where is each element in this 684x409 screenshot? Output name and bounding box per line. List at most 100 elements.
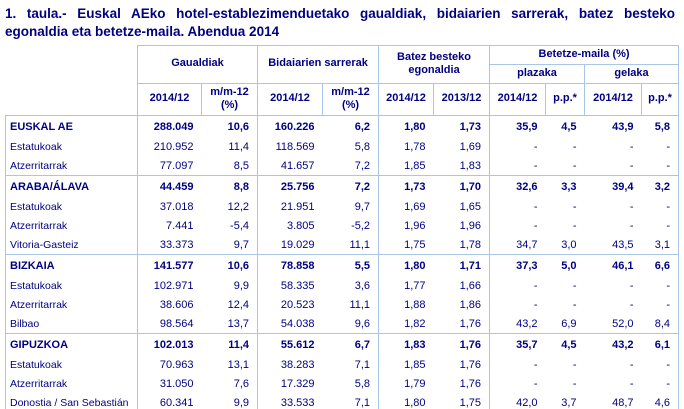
row-label: Estatukoak [5,197,138,217]
row-label: Atzerritarrak [5,374,138,394]
row-label: Donostia / San Sebastián [5,393,138,409]
cell-value: 13,1 [201,355,259,375]
cell-value: 7,1 [322,355,380,375]
cell-value: 1,78 [433,235,491,255]
cell-value: 48,7 [584,393,642,409]
col-header-plazaka-2014-12: 2014/12 [489,82,547,117]
cell-value: 7,2 [322,156,380,176]
cell-value: 1,86 [433,295,491,315]
cell-value: 39,4 [584,175,642,198]
table-row: Atzerritarrak 7.441 -5,4 3.805 -5,2 1,96 1,96 -… [5,216,680,236]
cell-value: 55.612 [257,333,323,356]
cell-value: - [533,220,538,233]
col-header-plazaka-pp: p.p.* [545,82,586,117]
cell-value: 35,7 [489,333,546,356]
cell-value: - [629,159,634,172]
cell-value: 3,6 [322,276,380,296]
cell-value: 3,0 [561,238,577,251]
cell-value: 19.029 [280,238,315,251]
cell-value: - [641,355,680,375]
cell-value: 44.459 [137,175,202,198]
page-title: 1. taula.- Euskal AEko hotel-establezime… [5,6,675,39]
cell-value: 1,85 [404,159,426,172]
cell-value: 17.329 [280,378,315,391]
header-group-row: Gaualdiak Bidaiarien sarrerak Batez best… [5,45,680,116]
cell-value: 34,7 [516,238,538,251]
cell-value: 35,9 [489,115,546,138]
cell-value: 1,83 [378,333,434,356]
cell-value: 210.952 [153,141,194,154]
cell-value: 98.564 [159,317,194,330]
cell-value: 11,4 [201,137,259,157]
col-header-sarrerak-2014-12: 2014/12 [257,82,324,117]
cell-value: 43,5 [612,238,634,251]
cell-value: 118.569 [275,141,315,154]
cell-value: - [629,359,634,372]
cell-value: 1,66 [433,276,491,296]
col-header-gelaka-2014-12: 2014/12 [584,82,643,117]
cell-value: 5,5 [322,254,380,277]
col-group-bidaiarien-sarrerak: Bidaiarien sarrerak [257,45,380,84]
row-label: Atzerritarrak [5,156,138,176]
cell-value: 5,8 [322,374,380,394]
table-row: Bilbao 98.564 13,7 54.038 9,6 1,82 1,76 43,2 6,9… [5,314,680,334]
cell-value: - [641,276,680,296]
table-row: Donostia / San Sebastián 60.341 9,9 33.533 7… [5,393,680,409]
table-row: Estatukoak 102.971 9,9 58.335 3,6 1,77 1,66- - -… [5,276,680,296]
cell-value: - [533,299,538,312]
cell-value: - [572,201,577,214]
cell-value: 43,2 [516,317,538,330]
cell-value: 4,5 [545,333,585,356]
table-row: Vitoria-Gasteiz 33.373 9,7 19.029 11,1 1,75 1,… [5,235,680,255]
header-period-row: 2014/12 m/m-12 (%) 2014/12 m/m-12 (%) 20… [6,82,680,117]
cell-value: - [629,299,634,312]
cell-value: 4,6 [641,393,680,409]
cell-value: 3,7 [545,393,585,409]
cell-value: 1,83 [433,156,491,176]
cell-value: 11,1 [322,295,380,315]
cell-value: 38.606 [159,299,194,312]
cell-value: 7,1 [322,393,380,409]
cell-value: 9,6 [322,314,380,334]
cell-value: 7,2 [322,175,380,198]
cell-value: 37.018 [159,201,194,214]
cell-value: 32,6 [489,175,546,198]
table-row: ARABA/ÁLAVA 44.459 8,8 25.756 7,2 1,73 1,70 32,… [5,175,680,198]
cell-value: 1,88 [404,299,426,312]
cell-value: - [641,156,680,176]
data-table: Gaualdiak Bidaiarien sarrerak Batez best… [5,45,680,409]
cell-value: - [533,280,538,293]
row-label: Estatukoak [5,355,138,375]
cell-value: 8,4 [641,314,680,334]
cell-value: 1,76 [433,314,491,334]
cell-value: 38.283 [280,359,315,372]
cell-value: 4,5 [545,115,585,138]
cell-value: 12,4 [201,295,259,315]
table-row: GIPUZKOA 102.013 11,4 55.612 6,7 1,83 1,76 35,7… [5,333,680,356]
cell-value: 1,69 [404,201,426,214]
cell-value: 5,0 [545,254,585,277]
cell-value: 43,2 [584,333,642,356]
cell-value: 6,7 [322,333,380,356]
cell-value: 20.523 [280,299,315,312]
cell-value: 5,8 [322,137,380,157]
cell-value: 9,7 [201,235,259,255]
cell-value: 5,8 [641,115,680,138]
cell-value: - [641,295,680,315]
cell-value: 1,82 [404,317,426,330]
cell-value: 42,0 [489,393,546,409]
cell-value: 8,5 [201,156,259,176]
cell-value: 21.951 [280,201,315,214]
cell-value: 1,80 [378,254,434,277]
cell-value: 13,7 [201,314,259,334]
cell-value: 1,73 [433,115,491,138]
col-subgroup-plazaka: plazaka [489,63,586,84]
cell-value: 78.858 [257,254,323,277]
cell-value: 9,9 [201,393,259,409]
cell-value: 7.441 [165,220,194,233]
cell-value: 1,69 [433,137,491,157]
cell-value: 7,6 [201,374,259,394]
cell-value: 1,77 [404,280,426,293]
cell-value: 1,80 [378,115,434,138]
